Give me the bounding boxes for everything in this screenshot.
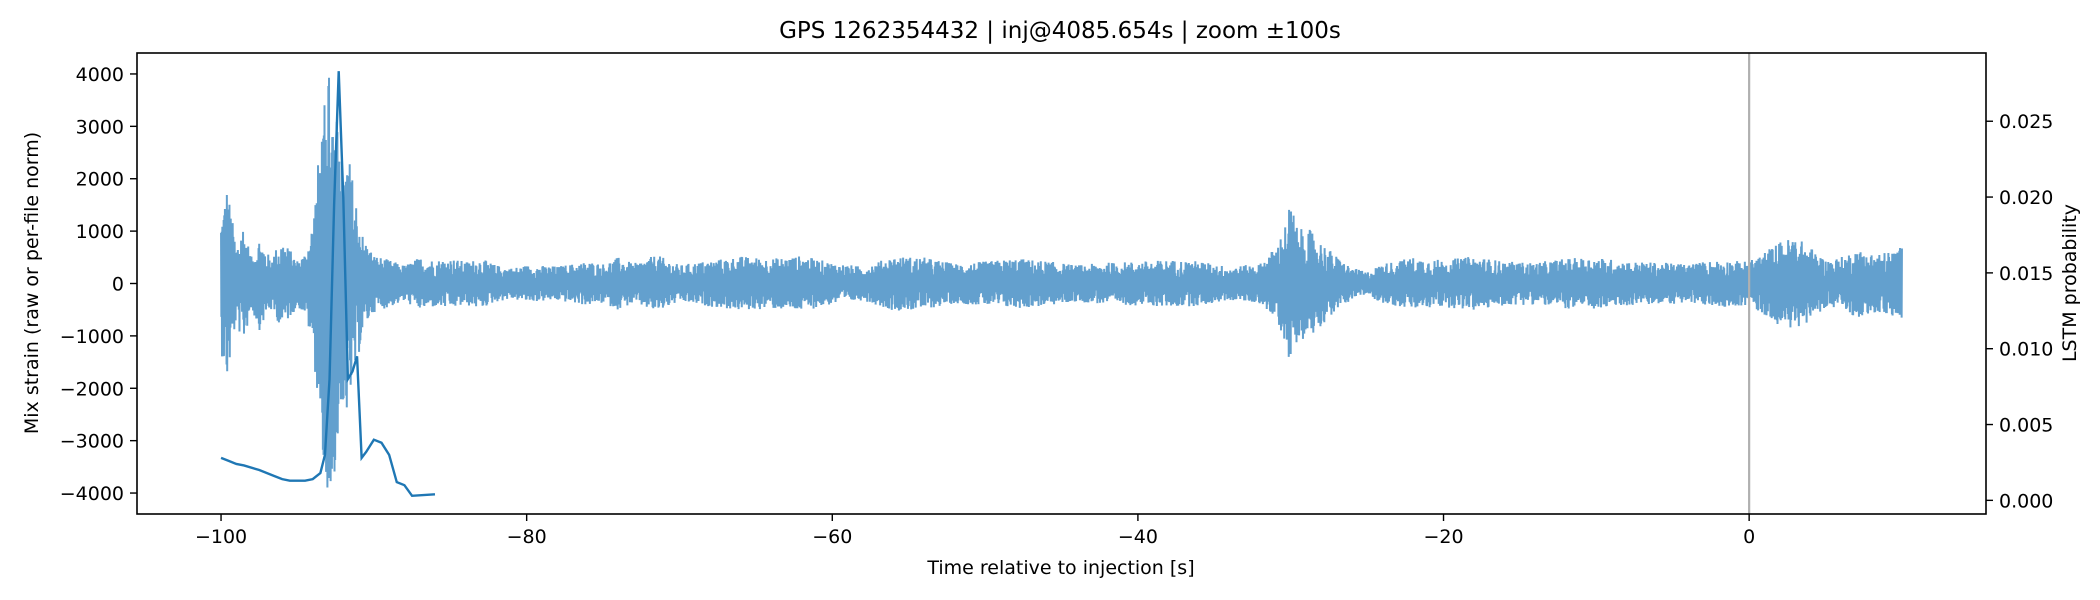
x-axis-ticks: −100 −80 −60 −40 −20 0: [195, 514, 1755, 548]
right-y-tick-label: 0.015: [1999, 263, 2053, 285]
right-y-tick-label: 0.020: [1999, 187, 2053, 209]
right-y-tick-label: 0.000: [1999, 490, 2053, 512]
left-y-tick-label: 2000: [76, 169, 124, 191]
strain-series-line: [220, 77, 1903, 488]
right-y-tick-label: 0.025: [1999, 111, 2053, 133]
left-y-tick-label: 1000: [76, 221, 124, 243]
left-y-axis-ticks: −4000 −3000 −2000 −1000 0 1000 2000 3000 4000: [60, 64, 137, 505]
left-y-axis-label: Mix strain (raw or per-file norm): [21, 132, 43, 434]
x-tick-label: −80: [507, 526, 547, 548]
left-y-tick-label: −1000: [60, 326, 124, 348]
x-tick-label: −100: [195, 526, 247, 548]
left-y-tick-label: −3000: [60, 431, 124, 453]
plot-area: [220, 53, 1903, 514]
x-axis-label: Time relative to injection [s]: [926, 557, 1194, 579]
right-y-axis-label: LSTM probability: [2059, 204, 2081, 362]
x-tick-label: 0: [1743, 526, 1755, 548]
x-tick-label: −60: [812, 526, 852, 548]
right-y-tick-label: 0.010: [1999, 339, 2053, 361]
left-y-tick-label: 3000: [76, 116, 124, 138]
right-y-axis-ticks: 0.000 0.005 0.010 0.015 0.020 0.025: [1986, 111, 2053, 512]
left-y-tick-label: 0: [112, 274, 124, 296]
left-y-tick-label: −2000: [60, 378, 124, 400]
chart-title: GPS 1262354432 | inj@4085.654s | zoom ±1…: [779, 18, 1341, 44]
lstm-probability-line: [220, 71, 436, 498]
left-y-tick-label: 4000: [76, 64, 124, 86]
left-y-tick-label: −4000: [60, 483, 124, 505]
right-y-tick-label: 0.005: [1999, 415, 2053, 437]
x-tick-label: −20: [1423, 526, 1463, 548]
x-tick-label: −40: [1118, 526, 1158, 548]
